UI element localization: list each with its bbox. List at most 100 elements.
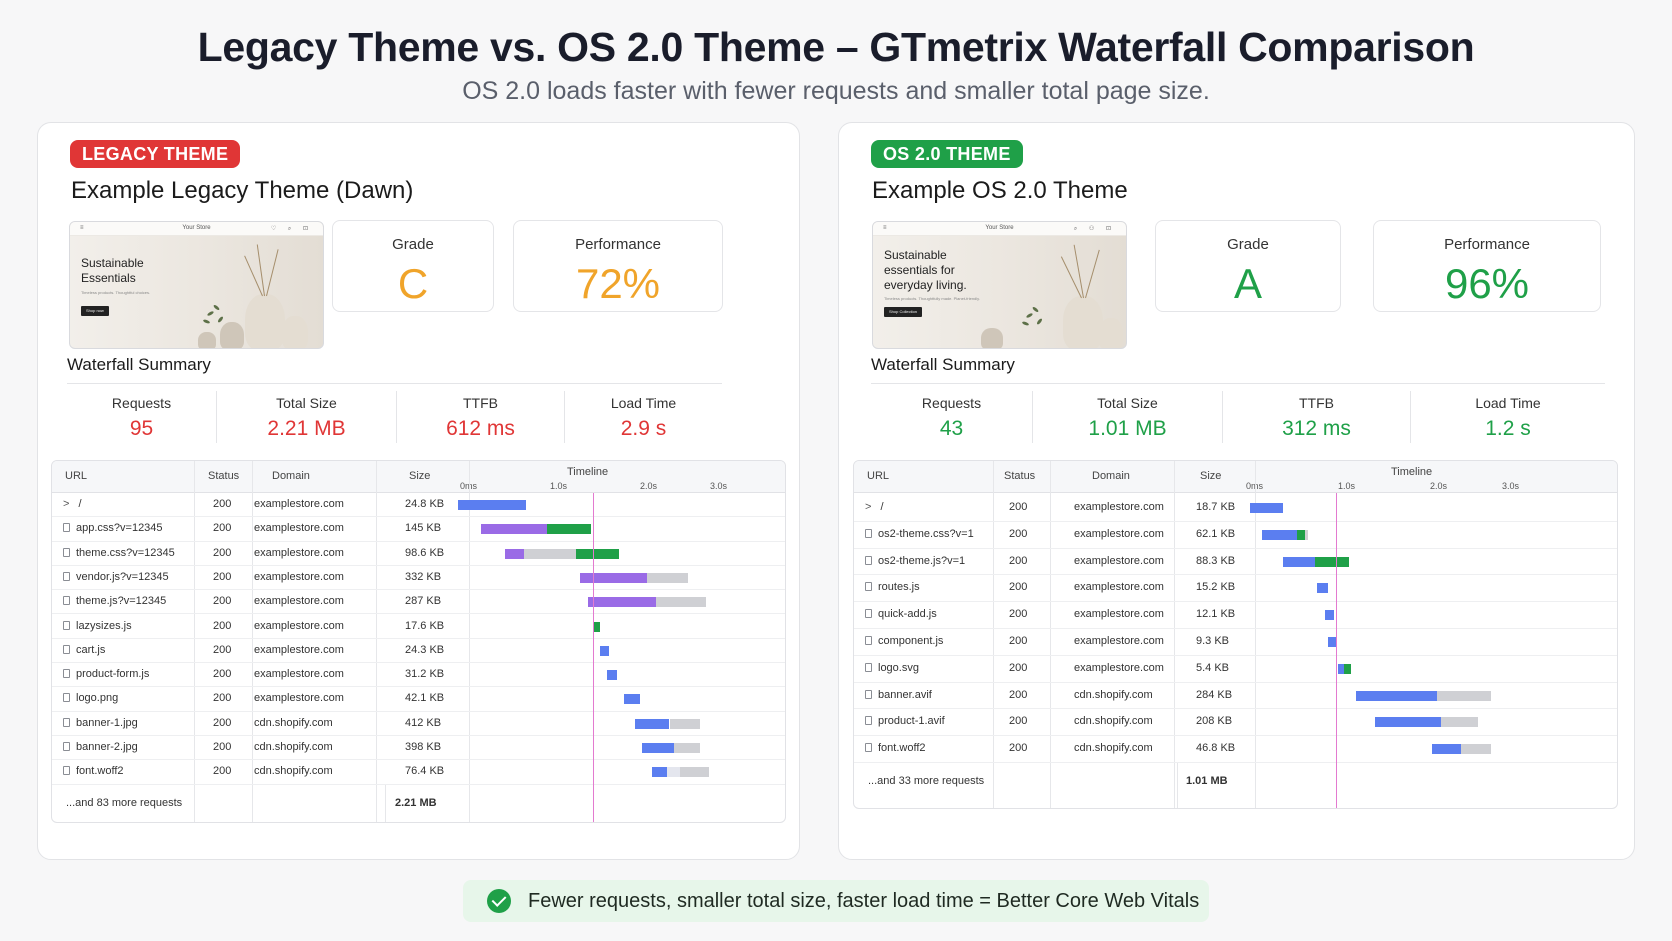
url-cell[interactable]: product-1.avif xyxy=(865,715,945,727)
size-cell: 5.4 KB xyxy=(1196,661,1230,674)
table-row[interactable] xyxy=(52,639,785,664)
file-icon xyxy=(63,547,70,557)
status-cell: 200 xyxy=(1009,527,1028,540)
status-cell: 200 xyxy=(1009,635,1028,647)
stat-total-size: Total Size 1.01 MB xyxy=(1033,391,1223,443)
table-row[interactable] xyxy=(52,736,785,761)
url-cell[interactable]: > / xyxy=(865,501,884,513)
col-size-header: Size xyxy=(409,470,431,482)
table-header xyxy=(52,461,785,493)
hero-headline: Sustainable essentials for everyday livi… xyxy=(884,248,967,292)
legacy-stats: Requests 95 Total Size 2.21 MB TTFB 612 ms … xyxy=(67,391,722,443)
status-cell: 200 xyxy=(1009,688,1028,701)
url-text: os2-theme.js?v=1 xyxy=(878,554,966,567)
size-cell: 398 KB xyxy=(405,741,442,753)
url-cell[interactable]: logo.png xyxy=(63,692,118,704)
stat-load-time: Load Time 1.2 s xyxy=(1411,391,1605,443)
table-row[interactable] xyxy=(854,709,1617,737)
status-cell: 200 xyxy=(213,498,232,510)
table-row[interactable] xyxy=(52,712,785,736)
table-row[interactable] xyxy=(854,549,1617,576)
table-row[interactable] xyxy=(52,517,785,542)
table-row[interactable] xyxy=(52,760,785,785)
table-row[interactable] xyxy=(854,602,1617,629)
legacy-waterfall-summary-title: Waterfall Summary xyxy=(67,355,211,374)
grade-label: Grade xyxy=(1227,236,1269,253)
os2-theme-badge: OS 2.0 THEME xyxy=(871,140,1023,168)
stat-requests: Requests 95 xyxy=(67,391,217,443)
os2-waterfall-table: URL Status Domain Size Timeline 0ms 1.0s 2.0s 3.… xyxy=(853,460,1618,809)
domain-cell: cdn.shopify.com xyxy=(254,741,333,753)
table-row[interactable] xyxy=(854,736,1617,763)
os2-performance-box: Performance 96% xyxy=(1373,220,1601,312)
table-row[interactable] xyxy=(854,656,1617,683)
file-icon xyxy=(63,669,70,679)
url-cell[interactable]: theme.css?v=12345 xyxy=(63,547,175,559)
url-cell[interactable]: routes.js xyxy=(865,581,920,593)
url-cell[interactable]: vendor.js?v=12345 xyxy=(63,571,169,583)
table-row[interactable] xyxy=(52,590,785,615)
waterfall-bar xyxy=(1437,690,1491,701)
url-cell[interactable]: font.woff2 xyxy=(865,742,926,754)
col-domain-header: Domain xyxy=(1092,470,1130,482)
url-cell[interactable]: app.css?v=12345 xyxy=(63,522,163,534)
waterfall-bar xyxy=(1337,663,1345,674)
waterfall-bar xyxy=(635,718,670,729)
url-cell[interactable]: cart.js xyxy=(63,644,105,656)
file-icon xyxy=(63,596,70,606)
url-text: theme.js?v=12345 xyxy=(76,595,167,608)
table-row[interactable] xyxy=(854,683,1617,710)
domain-cell: examplestore.com xyxy=(1074,608,1164,621)
waterfall-bar xyxy=(651,767,667,778)
column-divider xyxy=(1255,461,1256,808)
url-cell[interactable]: product-form.js xyxy=(63,668,149,680)
table-row[interactable] xyxy=(52,615,785,639)
table-row[interactable] xyxy=(854,575,1617,603)
waterfall-bar xyxy=(458,500,526,510)
url-cell[interactable]: logo.svg xyxy=(865,662,919,674)
url-cell[interactable]: banner-1.jpg xyxy=(63,717,138,729)
waterfall-bar xyxy=(1440,717,1478,728)
stat-value: 1.01 MB xyxy=(1088,417,1167,440)
table-row[interactable] xyxy=(854,522,1617,549)
size-cell: 24.3 KB xyxy=(405,643,445,656)
table-row[interactable] xyxy=(854,495,1617,522)
col-status-header: Status xyxy=(208,470,240,482)
url-cell[interactable]: component.js xyxy=(865,635,943,647)
url-cell[interactable]: theme.js?v=12345 xyxy=(63,595,166,607)
col-timeline-header: Timeline xyxy=(1391,466,1433,478)
url-cell[interactable]: quick-add.js xyxy=(865,608,937,620)
url-text: logo.svg xyxy=(878,661,919,674)
hero-tagline: Timeless products. Thoughtful choices. xyxy=(81,290,151,295)
status-cell: 200 xyxy=(213,595,232,608)
url-cell[interactable]: os2-theme.css?v=1 xyxy=(865,528,974,540)
stat-value: 2.21 MB xyxy=(267,417,346,440)
file-icon xyxy=(63,523,70,533)
table-row[interactable] xyxy=(854,629,1617,656)
url-cell[interactable]: > / xyxy=(63,498,82,510)
stat-load-time: Load Time 2.9 s xyxy=(565,391,722,443)
table-row[interactable] xyxy=(52,687,785,712)
page-subtitle: OS 2.0 loads faster with fewer requests … xyxy=(462,77,1210,105)
size-cell: 31.2 KB xyxy=(405,668,445,681)
timeline-tick-label: 1.0s xyxy=(1338,481,1356,491)
table-row[interactable] xyxy=(52,663,785,688)
table-header xyxy=(854,461,1617,493)
url-cell[interactable]: lazysizes.js xyxy=(63,620,132,632)
url-cell[interactable]: font.woff2 xyxy=(63,765,124,777)
domain-cell: examplestore.com xyxy=(254,692,344,705)
table-row[interactable] xyxy=(52,493,785,518)
url-cell[interactable]: os2-theme.js?v=1 xyxy=(865,555,965,567)
size-cell: 12.1 KB xyxy=(1196,608,1236,621)
column-divider xyxy=(376,461,377,822)
table-row[interactable] xyxy=(52,566,785,591)
status-cell: 200 xyxy=(213,619,232,632)
url-text: lazysizes.js xyxy=(76,619,132,632)
size-cell: 332 KB xyxy=(405,570,442,583)
url-cell[interactable]: banner.avif xyxy=(865,689,932,701)
domain-cell: cdn.shopify.com xyxy=(1074,742,1153,755)
url-cell[interactable]: banner-2.jpg xyxy=(63,741,138,753)
divider xyxy=(871,383,1605,384)
table-row[interactable] xyxy=(52,542,785,566)
waterfall-bar xyxy=(669,718,701,729)
